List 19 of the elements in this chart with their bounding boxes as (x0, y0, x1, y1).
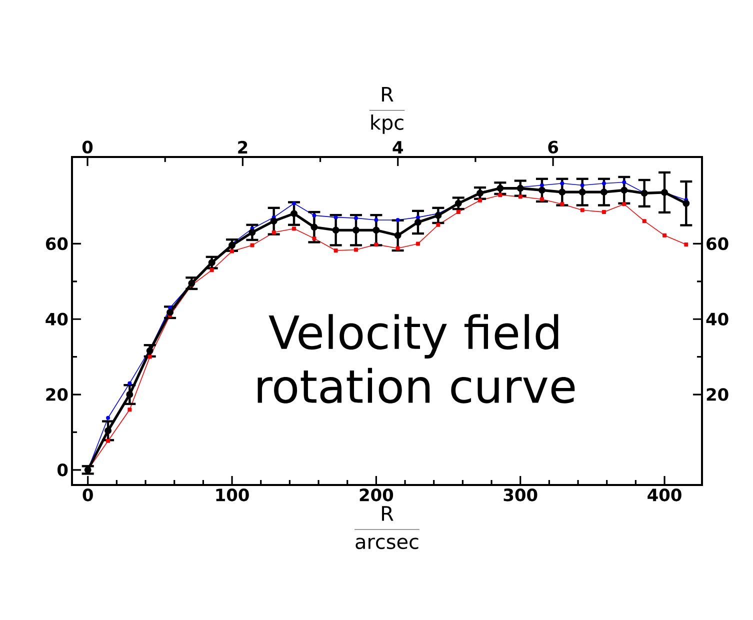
y2-tick-label: 40 (706, 312, 728, 326)
y-tick-label: 40 (46, 312, 68, 326)
y-tick-label: 20 (46, 388, 68, 401)
y2-tick-label: 20 (706, 388, 728, 401)
x2-tick-label: 0 (82, 140, 93, 154)
x-tick-label: 300 (504, 488, 538, 502)
y-tick-label: 0 (58, 464, 68, 476)
y2-tick-label: 60 (706, 237, 728, 250)
x2-tick-label: 2 (238, 140, 248, 154)
x-tick-label: 100 (216, 488, 249, 502)
x-tick-label: 400 (648, 488, 682, 502)
y-tick-label: 60 (46, 237, 68, 250)
x2-axis-title: $\frac{\mathrm{R}}{\mathrm{kpc}}$ (369, 87, 405, 134)
x2-tick-label: 4 (392, 141, 403, 154)
x-axis-title: $\frac{\mathrm{R}}{\mathrm{arcsec}}$ (354, 506, 420, 550)
x-tick-label: 200 (360, 488, 394, 502)
x2-tick-label: 6 (548, 140, 558, 154)
annotation: Velocity field rotation curve (258, 314, 575, 404)
x-tick-label: 0 (82, 488, 93, 502)
